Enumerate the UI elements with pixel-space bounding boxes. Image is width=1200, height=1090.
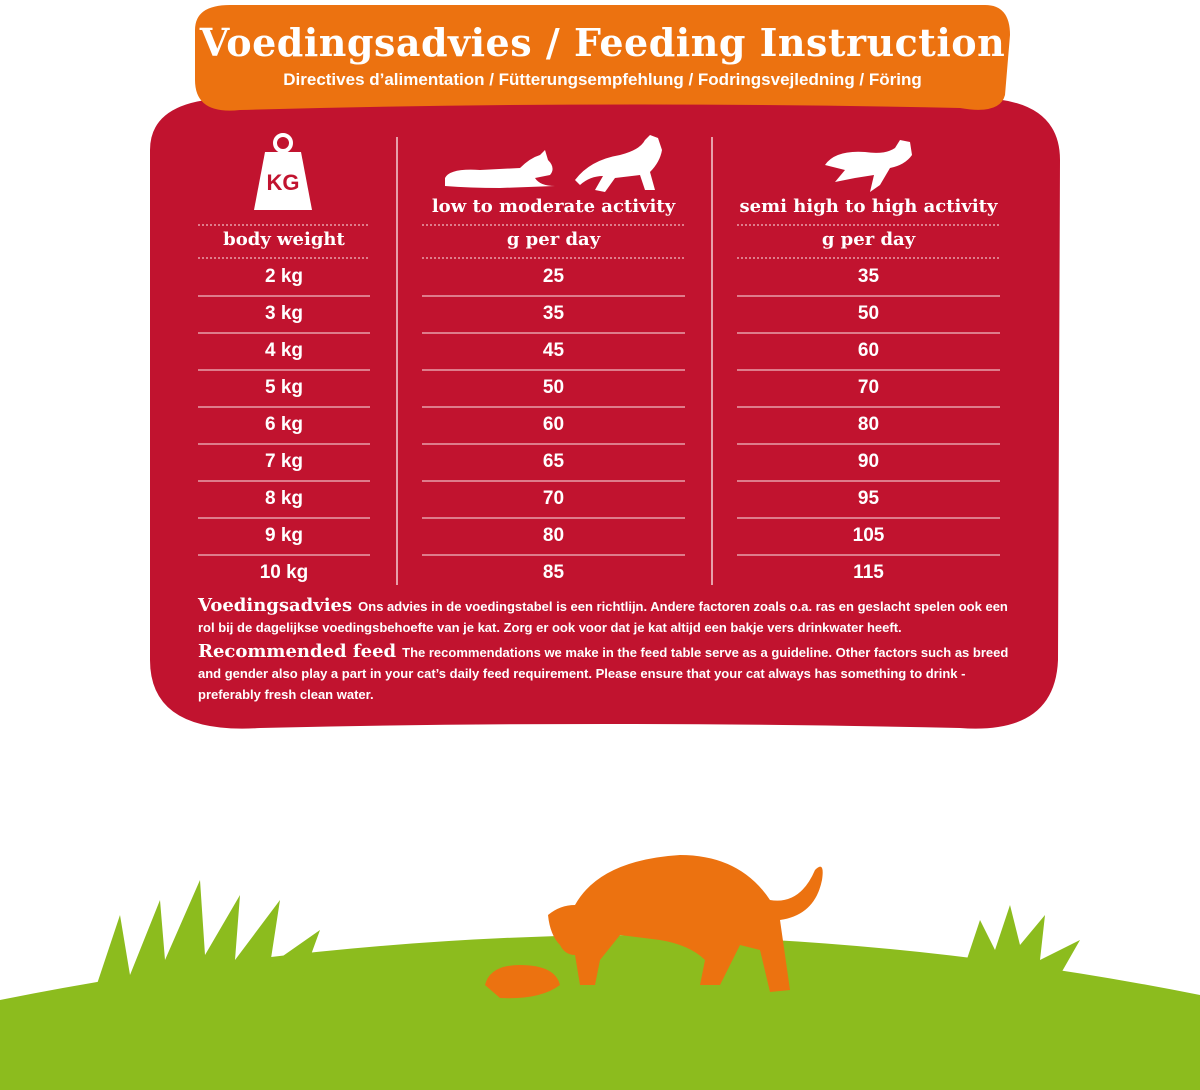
table-cell: 70	[857, 377, 880, 398]
table-cell: 85	[542, 562, 565, 583]
header-rules	[198, 224, 1000, 259]
table-cell: 35	[857, 266, 880, 287]
table-cell: 5 kg	[264, 377, 304, 398]
table-cell: 65	[542, 451, 565, 472]
table-cell: 6 kg	[264, 414, 304, 435]
table-cell: 10 kg	[259, 562, 309, 583]
table-cell: 115	[853, 562, 884, 583]
meadow	[0, 880, 1200, 1090]
orange-banner	[195, 5, 1010, 111]
note: Voedingsadvies Ons advies in de voedingst…	[198, 595, 1013, 638]
table-cell: 45	[542, 340, 565, 361]
column-unit: g per day	[821, 229, 916, 250]
note-title: Voedingsadvies	[198, 595, 353, 616]
column-unit: body weight	[223, 229, 345, 250]
table-cell: 9 kg	[264, 525, 304, 546]
table-cell: 80	[542, 525, 565, 546]
table-cell: 60	[542, 414, 565, 435]
table-cell: 8 kg	[264, 488, 304, 509]
eating-cat	[485, 855, 823, 999]
note-title: Recommended feed	[198, 641, 397, 662]
table-cell: 90	[857, 451, 880, 472]
column-label: semi high to high activity	[739, 196, 998, 217]
table-cell: 2 kg	[264, 266, 304, 287]
title: Voedingsadvies / Feeding Instruction	[199, 20, 1006, 65]
table-cell: 50	[857, 303, 880, 324]
table-cell: 70	[542, 488, 565, 509]
table-cell: 80	[857, 414, 880, 435]
note-text: The recommendations we make in the feed …	[198, 645, 1009, 702]
column-unit: g per day	[506, 229, 601, 250]
table-cell: 7 kg	[264, 451, 304, 472]
weight-icon-label: KG	[266, 170, 300, 195]
table-cell: 4 kg	[264, 340, 304, 361]
table-cell: 25	[542, 266, 565, 287]
table-cell: 105	[852, 525, 885, 546]
red-panel	[150, 98, 1060, 729]
weight-icon	[254, 133, 312, 210]
note: Recommended feed The recommendations we m…	[198, 641, 1013, 705]
note-text: Ons advies in de voedingstabel is een ri…	[198, 599, 1008, 635]
table-cell: 50	[542, 377, 565, 398]
table-cell: 95	[857, 488, 880, 509]
table-cell: 3 kg	[264, 303, 304, 324]
column-label: low to moderate activity	[431, 196, 676, 217]
subtitle: Directives d’alimentation / Fütterungsem…	[283, 70, 922, 89]
notes: Voedingsadvies Ons advies in de voedingst…	[198, 595, 1013, 708]
cat-icons	[445, 135, 912, 192]
table-cell: 35	[542, 303, 565, 324]
table-cell: 60	[857, 340, 880, 361]
